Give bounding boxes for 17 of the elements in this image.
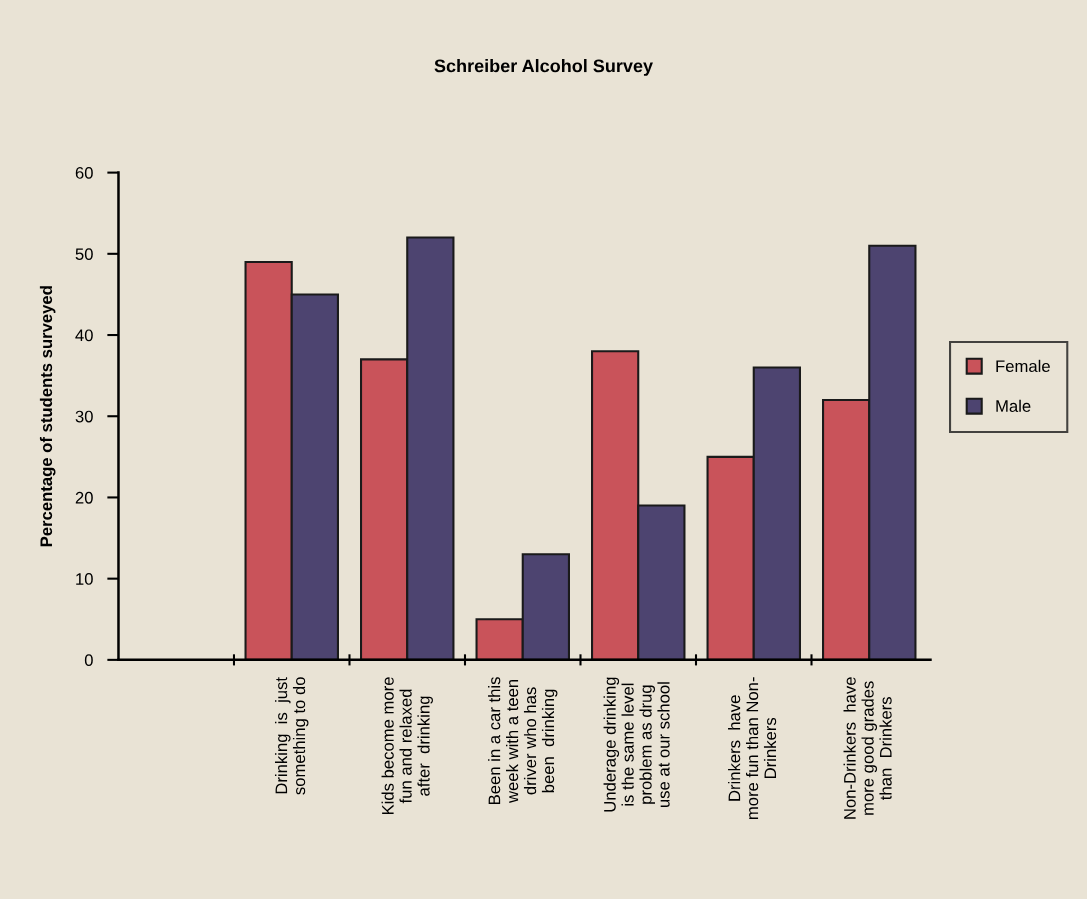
- y-tick-label: 20: [75, 491, 93, 504]
- x-tick-label: Kids become more fun and relaxed after drinking: [381, 677, 433, 815]
- y-axis-title: Percentage of students surveyed: [39, 286, 56, 547]
- x-tick-label: Been in a car this week with a teen driver who has been drinking: [488, 677, 558, 804]
- x-tick-label: Non-Drinkers have more good grades than Drinkers: [843, 677, 892, 819]
- legend-label: Male: [996, 399, 1031, 412]
- y-tick-label: 0: [84, 654, 93, 667]
- chart-title: Schreiber Alcohol Survey: [434, 59, 653, 76]
- x-tick-label: Underage drinking is the same level problem as drug use at our school: [603, 677, 670, 812]
- y-tick-label: 10: [76, 573, 93, 585]
- x-tick-label: Drinking is just something to do: [274, 677, 309, 795]
- y-tick-label: 30: [75, 410, 93, 423]
- y-tick-label: 50: [75, 248, 93, 261]
- legend-label: Female: [996, 359, 1050, 373]
- y-tick-label: 40: [75, 329, 93, 342]
- y-tick-label: 60: [75, 167, 93, 179]
- x-tick-label: Drinkers have more fun than Non- Drinkers: [728, 677, 777, 820]
